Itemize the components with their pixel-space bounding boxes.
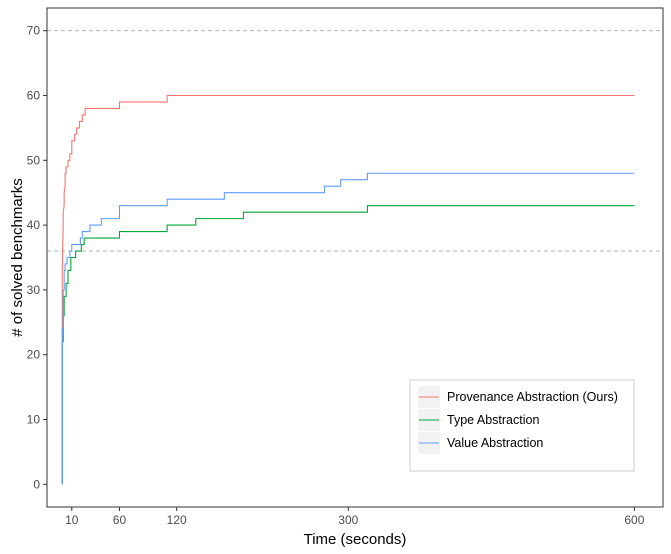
- series-lines: [61, 94, 635, 485]
- x-tick-label: 300: [338, 513, 358, 527]
- legend-label: Provenance Abstraction (Ours): [447, 390, 618, 404]
- plot-panel-border: [46, 7, 664, 508]
- x-tick-label: 120: [167, 513, 187, 527]
- legend-box: [409, 379, 635, 472]
- y-tick-label: 60: [27, 88, 41, 102]
- y-tick-label: 70: [27, 24, 41, 38]
- y-tick-label: 20: [27, 348, 41, 362]
- y-axis-title: # of solved benchmarks: [9, 178, 26, 336]
- x-tick-label: 600: [624, 513, 644, 527]
- axes: 10 60 120 300 600 0 10 20 30 40 50 60 70: [27, 24, 645, 527]
- y-tick-label: 10: [27, 413, 41, 427]
- y-tick-label: 30: [27, 283, 41, 297]
- legend: Provenance Abstraction (Ours) Type Abstra…: [409, 379, 635, 472]
- legend-items: Provenance Abstraction (Ours) Type Abstra…: [418, 386, 618, 454]
- series-line-0: [61, 94, 635, 485]
- y-tick-label: 40: [27, 218, 41, 232]
- y-tick-label: 50: [27, 153, 41, 167]
- reference-lines: [47, 30, 663, 252]
- series-line-2: [61, 172, 635, 485]
- series-line-1: [61, 205, 635, 485]
- y-tick-label: 0: [33, 477, 40, 491]
- x-tick-label: 10: [65, 513, 79, 527]
- legend-label: Type Abstraction: [447, 413, 539, 427]
- legend-label: Value Abstraction: [447, 436, 543, 450]
- x-tick-label: 60: [113, 513, 127, 527]
- x-axis-title: Time (seconds): [304, 531, 407, 548]
